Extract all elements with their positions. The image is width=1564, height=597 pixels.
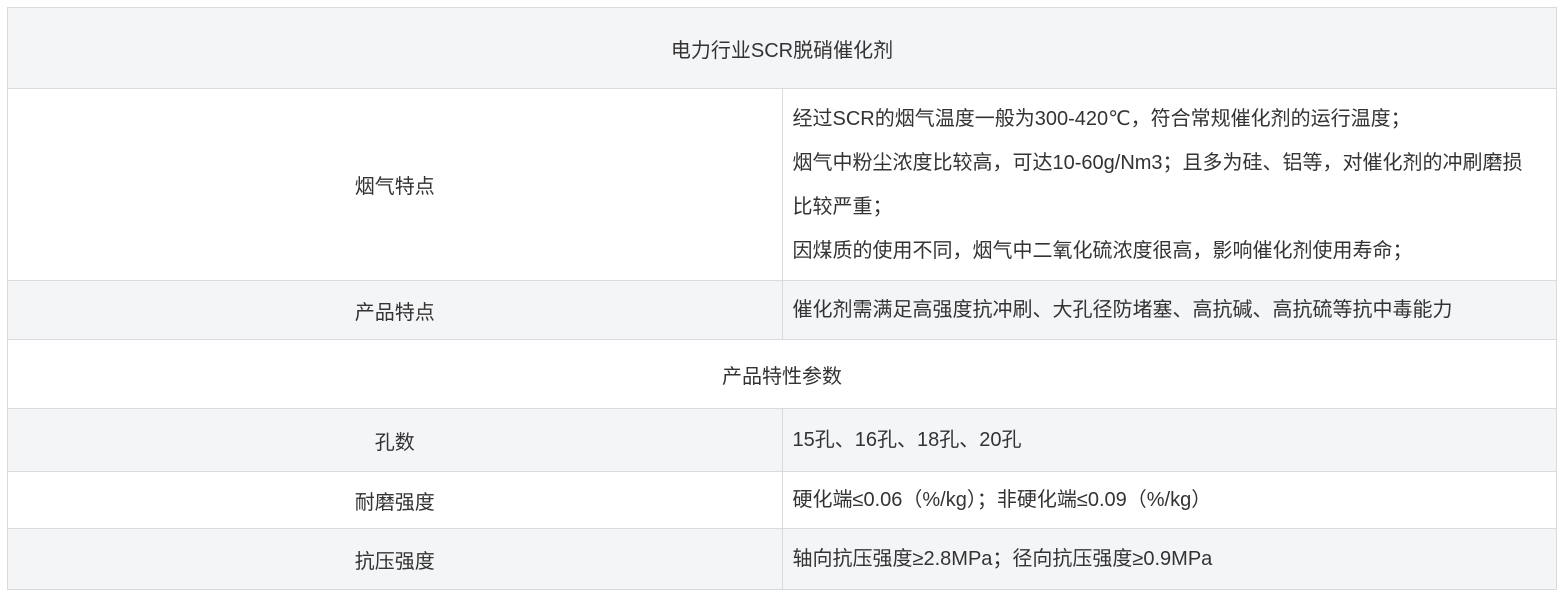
flue-gas-line-1: 经过SCR的烟气温度一般为300-420℃，符合常规催化剂的运行温度；: [792, 107, 1411, 130]
product-spec-table: 电力行业SCR脱硝催化剂 烟气特点 经过SCR的烟气温度一般为300-420℃，…: [7, 7, 1557, 590]
compressive-strength-row: 抗压强度 轴向抗压强度≥2.8MPa；径向抗压强度≥0.9MPa: [7, 528, 1557, 590]
flue-gas-row: 烟气特点 经过SCR的烟气温度一般为300-420℃，符合常规催化剂的运行温度；…: [7, 88, 1557, 281]
row-label-hole-count: 孔数: [7, 408, 783, 472]
hole-count-row: 孔数 15孔、16孔、18孔、20孔: [7, 408, 1557, 472]
cell-flue-gas: 经过SCR的烟气温度一般为300-420℃，符合常规催化剂的运行温度； 烟气中粉…: [781, 88, 1557, 281]
cell-compressive-strength: 轴向抗压强度≥2.8MPa；径向抗压强度≥0.9MPa: [781, 528, 1557, 590]
flue-gas-line-3: 因煤质的使用不同，烟气中二氧化硫浓度很高，影响催化剂使用寿命；: [792, 239, 1413, 262]
flue-gas-line-2: 烟气中粉尘浓度比较高，可达10-60g/Nm3；且多为硅、铝等，对催化剂的冲刷磨…: [792, 151, 1523, 218]
section-header-row: 产品特性参数: [7, 339, 1557, 409]
wear-strength-row: 耐磨强度 硬化端≤0.06（%/kg）；非硬化端≤0.09（%/kg）: [7, 471, 1557, 529]
row-label-flue-gas: 烟气特点: [7, 88, 783, 281]
row-label-wear-strength: 耐磨强度: [7, 471, 783, 529]
table-title-row: 电力行业SCR脱硝催化剂: [7, 7, 1557, 89]
cell-hole-count: 15孔、16孔、18孔、20孔: [781, 408, 1557, 472]
section-header: 产品特性参数: [7, 339, 1557, 409]
row-label-product-features: 产品特点: [7, 280, 783, 340]
product-features-row: 产品特点 催化剂需满足高强度抗冲刷、大孔径防堵塞、高抗碱、高抗硫等抗中毒能力: [7, 280, 1557, 340]
table-title: 电力行业SCR脱硝催化剂: [7, 7, 1557, 89]
cell-wear-strength: 硬化端≤0.06（%/kg）；非硬化端≤0.09（%/kg）: [781, 471, 1557, 529]
cell-product-features: 催化剂需满足高强度抗冲刷、大孔径防堵塞、高抗碱、高抗硫等抗中毒能力: [781, 280, 1557, 340]
row-label-compressive-strength: 抗压强度: [7, 528, 783, 590]
